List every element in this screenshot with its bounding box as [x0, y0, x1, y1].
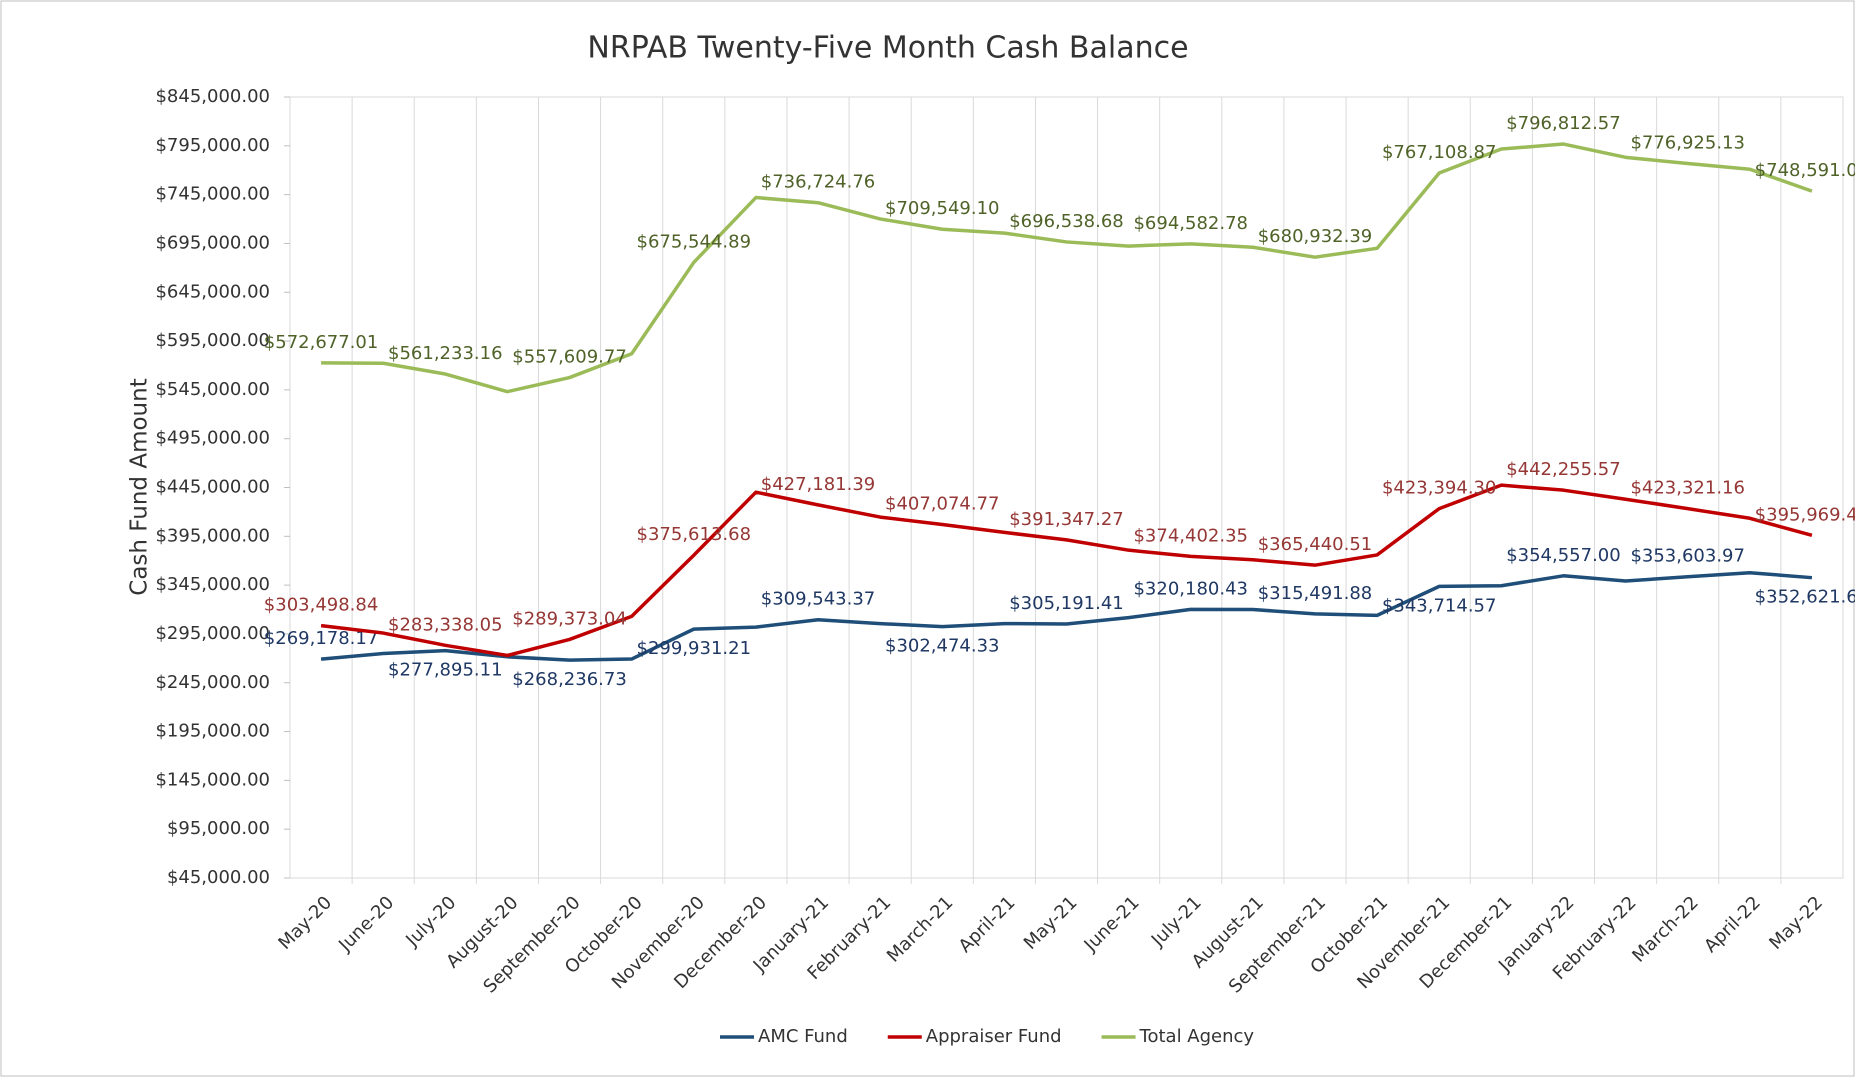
y-tick-label: $495,000.00 — [155, 428, 270, 449]
data-label: $395,969.44 — [1755, 504, 1855, 525]
y-tick-label: $345,000.00 — [155, 574, 270, 595]
data-label: $407,074.77 — [885, 494, 1000, 515]
data-label: $365,440.51 — [1258, 534, 1373, 555]
data-label: $767,108.87 — [1382, 142, 1497, 163]
data-label: $343,714.57 — [1382, 595, 1497, 616]
data-label: $796,812.57 — [1506, 113, 1621, 134]
data-label: $423,321.16 — [1630, 478, 1745, 499]
data-label: $680,932.39 — [1258, 226, 1373, 247]
series-line — [320, 483, 1813, 658]
data-label: $352,621.60 — [1755, 587, 1855, 608]
chart-title: NRPAB Twenty-Five Month Cash Balance — [587, 31, 1188, 66]
data-label: $391,347.27 — [1009, 509, 1124, 530]
data-label: $374,402.35 — [1133, 525, 1248, 546]
data-label: $269,178.17 — [264, 628, 379, 649]
data-label: $675,544.89 — [637, 231, 752, 252]
data-label: $572,677.01 — [264, 332, 379, 353]
data-label: $315,491.88 — [1258, 583, 1373, 604]
data-label: $696,538.68 — [1009, 211, 1124, 232]
y-tick-label: $145,000.00 — [155, 769, 270, 790]
data-label: $305,191.41 — [1009, 593, 1124, 614]
data-label: $709,549.10 — [885, 198, 1000, 219]
y-tick-label: $245,000.00 — [155, 672, 270, 693]
y-tick-label: $845,000.00 — [155, 86, 270, 107]
y-tick-label: $45,000.00 — [167, 867, 270, 888]
y-tick-label: $545,000.00 — [155, 379, 270, 400]
series-line — [320, 570, 1813, 662]
y-tick-label: $795,000.00 — [155, 135, 270, 156]
data-label: $277,895.11 — [388, 660, 503, 681]
y-tick-label: $395,000.00 — [155, 525, 270, 546]
data-label: $283,338.05 — [388, 614, 503, 635]
data-label: $302,474.33 — [885, 636, 1000, 657]
legend-label: AMC Fund — [758, 1026, 848, 1047]
y-tick-label: $695,000.00 — [155, 232, 270, 253]
y-tick-label: $445,000.00 — [155, 477, 270, 498]
data-label: $354,557.00 — [1506, 545, 1621, 566]
data-label: $557,609.77 — [512, 347, 627, 368]
data-label: $776,925.13 — [1630, 132, 1745, 153]
data-label: $736,724.76 — [761, 172, 876, 193]
data-label: $561,233.16 — [388, 343, 503, 364]
data-label: $375,613.68 — [637, 524, 752, 545]
data-label: $353,603.97 — [1630, 546, 1745, 567]
y-tick-label: $645,000.00 — [155, 281, 270, 302]
data-label: $320,180.43 — [1133, 578, 1248, 599]
y-tick-label: $595,000.00 — [155, 330, 270, 351]
data-label: $423,394.30 — [1382, 478, 1497, 499]
y-axis-title: Cash Fund Amount — [127, 378, 153, 595]
data-label: $299,931.21 — [637, 638, 752, 659]
data-label: $309,543.37 — [761, 589, 876, 610]
data-label: $694,582.78 — [1133, 213, 1248, 234]
data-label: $289,373.04 — [512, 608, 627, 629]
legend-label: Appraiser Fund — [926, 1026, 1062, 1047]
data-label: $442,255.57 — [1506, 459, 1621, 480]
y-tick-label: $745,000.00 — [155, 184, 270, 205]
y-tick-label: $295,000.00 — [155, 623, 270, 644]
data-label: $268,236.73 — [512, 669, 627, 690]
y-tick-label: $195,000.00 — [155, 721, 270, 742]
data-label: $748,591.04 — [1755, 160, 1855, 181]
data-label: $427,181.39 — [761, 474, 876, 495]
y-tick-label: $95,000.00 — [167, 818, 270, 839]
legend-label: Total Agency — [1139, 1026, 1255, 1047]
data-label: $303,498.84 — [264, 595, 379, 616]
series-line — [321, 142, 1813, 394]
